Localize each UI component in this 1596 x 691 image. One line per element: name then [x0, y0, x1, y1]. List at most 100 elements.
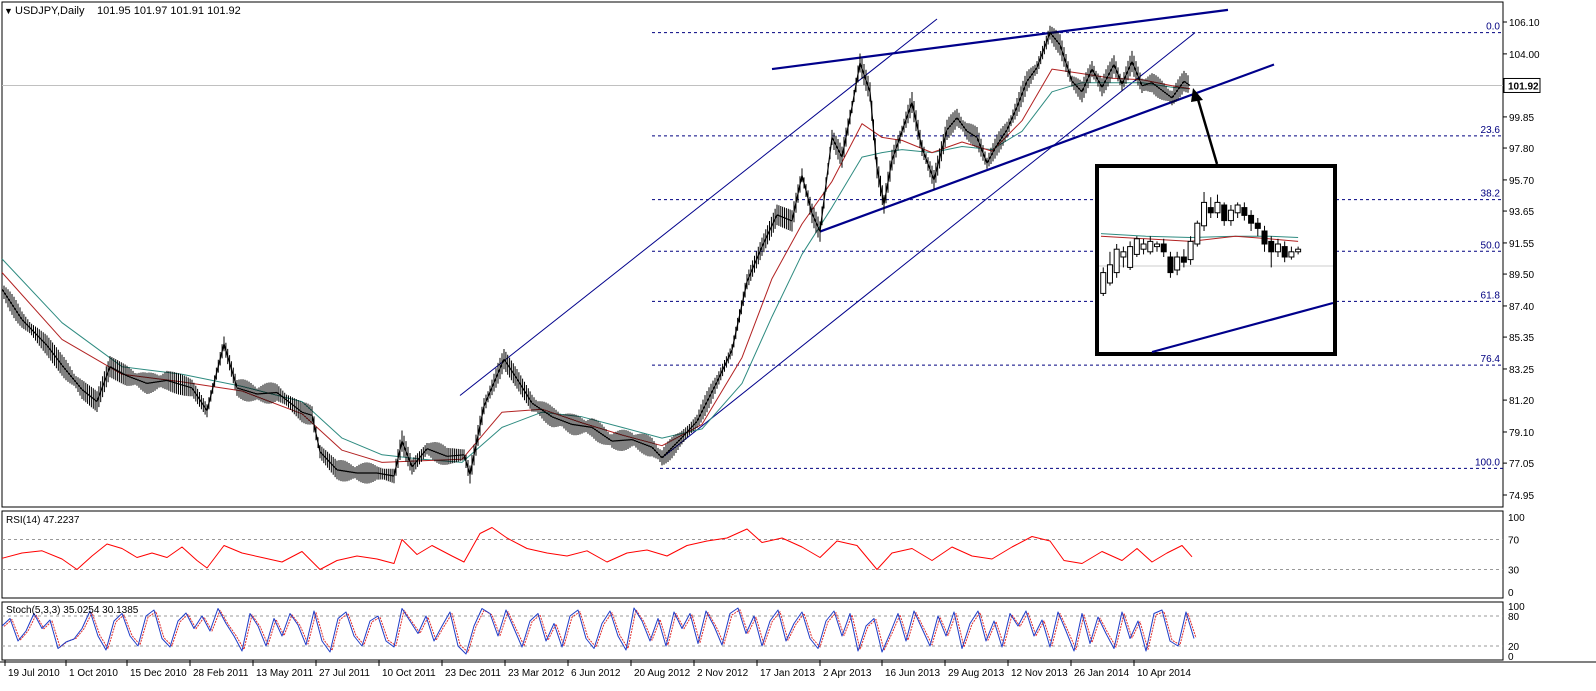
rsi-panel[interactable]: RSI(14) 47.2237 100 70 30 0	[1, 513, 1525, 599]
fib-level-label: 38.2	[1481, 189, 1501, 200]
inset-candle-body	[1295, 248, 1302, 253]
inset-candle-body	[1106, 264, 1113, 284]
rsi-line	[1, 527, 1193, 570]
price-tick-label: 81.20	[1509, 396, 1534, 407]
inset-box	[1095, 164, 1337, 356]
stoch-label: Stoch(5,3,3) 35.0254 30.1385	[6, 605, 139, 616]
zoom-inset	[1095, 88, 1337, 356]
fib-level-label: 61.8	[1481, 290, 1501, 301]
inset-arrow-line	[1195, 95, 1219, 165]
fib-level-label: 0.0	[1486, 22, 1500, 33]
price-tick-label: 87.40	[1509, 302, 1534, 313]
time-tick-label: 12 Nov 2013	[1011, 668, 1068, 679]
inset-candle-body	[1221, 204, 1228, 222]
time-tick-label: 26 Jan 2014	[1074, 668, 1129, 679]
inset-candle-body	[1113, 248, 1120, 274]
rsi-frame	[1, 510, 1504, 599]
stoch-tick-label: 20	[1508, 642, 1520, 653]
fib-level-label: 100.0	[1475, 457, 1500, 468]
time-tick-label: 2 Nov 2012	[697, 668, 749, 679]
time-tick-label: 20 Aug 2012	[634, 668, 691, 679]
price-bars	[1, 25, 1189, 484]
stoch-main-line	[1, 607, 1195, 655]
inset-candle-body	[1174, 256, 1181, 271]
collapse-triangle-icon[interactable]: ▼	[4, 6, 13, 16]
inset-candle-body	[1201, 201, 1208, 227]
inset-candle-body	[1120, 251, 1127, 258]
inset-candle-body	[1180, 256, 1187, 263]
price-tick-label: 89.50	[1509, 270, 1534, 281]
price-panel[interactable]: 0.0 23.6 38.2 50.0 61.8 76.4 100.0 106.10 104.00…	[1, 8, 1541, 502]
time-tick-label: 28 Feb 2011	[193, 668, 249, 679]
symbol-label: USDJPY,Daily	[15, 5, 85, 17]
fib-level-label: 76.4	[1481, 354, 1501, 365]
current-price-tag	[1503, 77, 1541, 93]
price-tick-label: 95.70	[1509, 176, 1534, 187]
inset-candle-body	[1147, 240, 1154, 253]
time-tick-label: 10 Apr 2014	[1137, 668, 1191, 679]
inset-candle-body	[1234, 204, 1241, 214]
time-tick-label: 29 Aug 2013	[948, 668, 1005, 679]
inset-candle-body	[1187, 240, 1194, 261]
trend-line	[819, 63, 1275, 233]
inset-candle-body	[1254, 222, 1261, 229]
fib-level-label: 23.6	[1481, 125, 1501, 136]
price-tick-label: 74.95	[1509, 491, 1534, 502]
stoch-signal-line	[3, 609, 1197, 653]
inset-candle-body	[1281, 246, 1288, 258]
stoch-tick-label: 100	[1508, 602, 1525, 613]
inset-candle-body	[1154, 243, 1160, 248]
price-tick-label: 104.00	[1509, 50, 1540, 61]
rsi-tick-label: 0	[1508, 588, 1514, 599]
time-tick-label: 16 Jun 2013	[885, 668, 940, 679]
inset-candle-body	[1288, 251, 1295, 258]
inset-candle-body	[1261, 230, 1268, 245]
inset-candle-body	[1214, 201, 1221, 214]
price-tick-label: 106.10	[1509, 18, 1540, 29]
time-tick-label: 17 Jan 2013	[760, 668, 815, 679]
trend-line	[661, 32, 1196, 459]
inset-candle-body	[1274, 243, 1281, 253]
rsi-tick-label: 100	[1508, 513, 1525, 524]
inset-candle-body	[1100, 272, 1107, 294]
price-tick-label: 79.10	[1509, 428, 1534, 439]
inset-candle-body	[1241, 207, 1248, 216]
price-tick-label: 77.05	[1509, 459, 1534, 470]
stoch-frame	[1, 601, 1504, 661]
rsi-label: RSI(14) 47.2237	[6, 515, 80, 526]
inset-candle-body	[1207, 207, 1214, 214]
inset-candle-body	[1133, 238, 1140, 255]
fib-level-label: 50.0	[1481, 240, 1501, 251]
current-price-label: 101.92	[1508, 81, 1539, 92]
time-tick-label: 23 Dec 2011	[445, 668, 501, 679]
inset-arrow-head	[1191, 88, 1203, 102]
price-tick-label: 97.80	[1509, 144, 1534, 155]
time-tick-label: 19 Jul 2010	[8, 668, 60, 679]
time-tick-label: 10 Oct 2011	[382, 668, 436, 679]
time-tick-label: 23 Mar 2012	[508, 668, 565, 679]
inset-candle-body	[1140, 243, 1147, 250]
moving-average-slow	[1, 82, 1191, 463]
stoch-tick-label: 0	[1508, 652, 1514, 663]
inset-candle-body	[1194, 222, 1201, 245]
trend-line	[459, 18, 938, 396]
time-tick-label: 2 Apr 2013	[823, 668, 872, 679]
price-tick-label: 85.35	[1509, 333, 1534, 344]
inset-ma-slow	[1100, 233, 1299, 239]
time-tick-label: 1 Oct 2010	[69, 668, 118, 679]
price-tick-label: 83.25	[1509, 365, 1534, 376]
price-line	[1, 32, 1191, 477]
inset-candle-body	[1227, 209, 1234, 222]
rsi-tick-label: 30	[1508, 566, 1520, 577]
inset-candle-body	[1268, 240, 1275, 253]
moving-average-fast	[1, 68, 1191, 463]
price-tick-label: 91.55	[1509, 239, 1534, 250]
time-tick-label: 13 May 2011	[256, 668, 314, 679]
price-frame	[1, 1, 1504, 508]
price-tick-label: 99.85	[1509, 113, 1534, 124]
inset-candle-body	[1248, 214, 1255, 224]
time-axis: 19 Jul 2010 1 Oct 2010 15 Dec 2010 28 Feb 2…	[4, 660, 1191, 679]
